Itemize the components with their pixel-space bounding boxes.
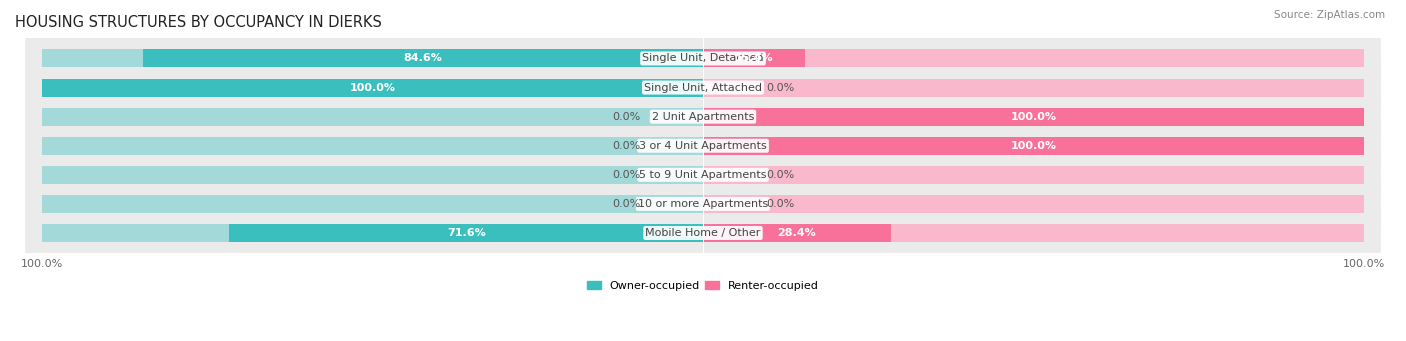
Text: 0.0%: 0.0% <box>766 83 794 92</box>
FancyBboxPatch shape <box>25 89 1381 145</box>
Bar <box>703 195 1364 213</box>
FancyBboxPatch shape <box>25 176 1381 232</box>
Bar <box>703 78 1364 97</box>
Text: 84.6%: 84.6% <box>404 54 443 63</box>
Bar <box>703 166 1364 184</box>
Bar <box>703 108 1364 125</box>
FancyBboxPatch shape <box>25 205 1381 261</box>
Bar <box>42 49 703 68</box>
Text: 100.0%: 100.0% <box>1011 112 1057 122</box>
Text: 0.0%: 0.0% <box>612 199 640 209</box>
FancyBboxPatch shape <box>25 60 1381 116</box>
FancyBboxPatch shape <box>25 147 1381 203</box>
Bar <box>42 137 703 155</box>
Bar <box>703 137 1364 155</box>
Text: 28.4%: 28.4% <box>778 228 817 238</box>
Bar <box>143 49 703 68</box>
Bar <box>42 224 703 242</box>
Text: 0.0%: 0.0% <box>612 112 640 122</box>
Text: Single Unit, Attached: Single Unit, Attached <box>644 83 762 92</box>
Bar <box>703 224 891 242</box>
Text: 100.0%: 100.0% <box>1011 141 1057 151</box>
FancyBboxPatch shape <box>25 31 1381 86</box>
Text: 15.4%: 15.4% <box>734 54 773 63</box>
Bar <box>703 224 1364 242</box>
Text: 5 to 9 Unit Apartments: 5 to 9 Unit Apartments <box>640 170 766 180</box>
Bar <box>703 108 1364 125</box>
Text: Source: ZipAtlas.com: Source: ZipAtlas.com <box>1274 10 1385 20</box>
Text: 10 or more Apartments: 10 or more Apartments <box>638 199 768 209</box>
Text: HOUSING STRUCTURES BY OCCUPANCY IN DIERKS: HOUSING STRUCTURES BY OCCUPANCY IN DIERK… <box>15 15 382 30</box>
Text: 3 or 4 Unit Apartments: 3 or 4 Unit Apartments <box>640 141 766 151</box>
Bar <box>42 78 703 97</box>
Bar <box>42 195 703 213</box>
Bar <box>42 166 703 184</box>
FancyBboxPatch shape <box>25 118 1381 174</box>
Bar <box>42 108 703 125</box>
Bar <box>703 49 804 68</box>
Text: 0.0%: 0.0% <box>612 170 640 180</box>
Bar <box>703 137 1364 155</box>
Text: 0.0%: 0.0% <box>612 141 640 151</box>
Bar <box>42 78 703 97</box>
Bar <box>703 49 1364 68</box>
Text: 0.0%: 0.0% <box>766 199 794 209</box>
Text: Mobile Home / Other: Mobile Home / Other <box>645 228 761 238</box>
Text: 71.6%: 71.6% <box>447 228 485 238</box>
Text: Single Unit, Detached: Single Unit, Detached <box>643 54 763 63</box>
Text: 0.0%: 0.0% <box>766 170 794 180</box>
Text: 100.0%: 100.0% <box>349 83 395 92</box>
Legend: Owner-occupied, Renter-occupied: Owner-occupied, Renter-occupied <box>583 276 823 295</box>
Text: 2 Unit Apartments: 2 Unit Apartments <box>652 112 754 122</box>
Bar <box>229 224 703 242</box>
